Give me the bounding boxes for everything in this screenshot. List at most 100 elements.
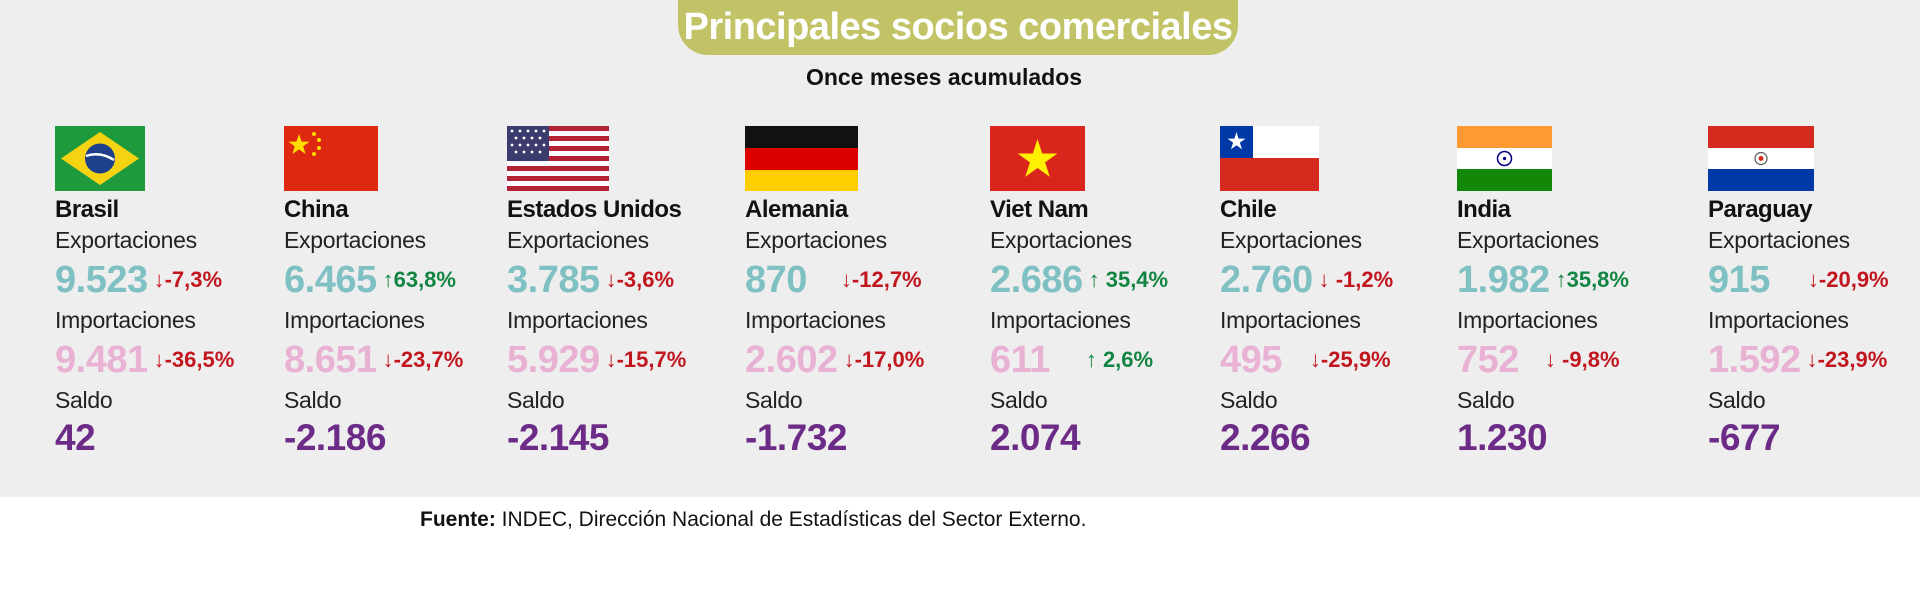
country-column-estados-unidos: Estados Unidos Exportaciones 3.785 ↓-3,6…	[507, 126, 727, 461]
source-label: Fuente:	[420, 508, 496, 531]
usa-flag-icon	[507, 126, 609, 191]
exports-value: 6.465	[284, 258, 377, 301]
source-note: Fuente: INDEC, Dirección Nacional de Est…	[420, 508, 1086, 532]
arrow-down-icon: ↓	[605, 267, 617, 292]
balance-value: 2.266	[1220, 417, 1311, 458]
country-column-paraguay: Paraguay Exportaciones 915 ↓-20,9% Impor…	[1708, 126, 1920, 461]
exports-label: Exportaciones	[745, 227, 887, 253]
arrow-up-icon: ↑	[1085, 347, 1097, 372]
exports-change: ↓-12,7%	[840, 267, 922, 292]
arrow-down-icon: ↓	[1318, 267, 1330, 292]
exports-label: Exportaciones	[507, 227, 649, 253]
balance-label: Saldo	[284, 387, 342, 413]
country-name: Brasil	[55, 196, 119, 223]
chile-flag-icon	[1220, 126, 1319, 191]
country-name: Chile	[1220, 196, 1277, 223]
germany-flag-icon	[745, 126, 858, 191]
country-column-india: India Exportaciones 1.982 ↑35,8% Importa…	[1457, 126, 1677, 461]
imports-change: ↓-36,5%	[153, 347, 235, 372]
country-name: Viet Nam	[990, 196, 1089, 223]
china-flag-icon	[284, 126, 378, 191]
arrow-down-icon: ↓	[843, 347, 855, 372]
imports-change: ↓ -9,8%	[1544, 347, 1620, 372]
chart-subtitle: Once meses acumulados	[805, 64, 1083, 90]
country-column-viet-nam: Viet Nam Exportaciones 2.686 ↑ 35,4% Imp…	[990, 126, 1210, 461]
imports-value: 9.481	[55, 338, 148, 381]
exports-label: Exportaciones	[284, 227, 426, 253]
imports-value: 1.592	[1708, 338, 1801, 381]
imports-label: Importaciones	[284, 307, 425, 333]
imports-change: ↑ 2,6%	[1085, 347, 1154, 372]
imports-label: Importaciones	[745, 307, 886, 333]
balance-value: -677	[1708, 417, 1781, 458]
exports-change: ↓ -1,2%	[1318, 267, 1394, 292]
brazil-flag-icon	[55, 126, 145, 191]
exports-change: ↑35,8%	[1555, 267, 1629, 292]
exports-value: 915	[1708, 258, 1770, 301]
country-name: Alemania	[745, 196, 848, 223]
exports-value: 870	[745, 258, 807, 301]
country-column-chile: Chile Exportaciones 2.760 ↓ -1,2% Import…	[1220, 126, 1440, 461]
imports-value: 611	[990, 338, 1050, 381]
imports-label: Importaciones	[1220, 307, 1361, 333]
arrow-down-icon: ↓	[1544, 347, 1556, 372]
imports-label: Importaciones	[55, 307, 196, 333]
arrow-down-icon: ↓	[1309, 347, 1321, 372]
arrow-up-icon: ↑	[1088, 267, 1100, 292]
arrow-up-icon: ↑	[382, 267, 394, 292]
exports-value: 1.982	[1457, 258, 1550, 301]
arrow-down-icon: ↓	[153, 347, 165, 372]
country-name: Paraguay	[1708, 196, 1813, 223]
paraguay-flag-icon	[1708, 126, 1814, 191]
balance-label: Saldo	[507, 387, 565, 413]
balance-value: -2.186	[284, 417, 386, 458]
exports-label: Exportaciones	[1220, 227, 1362, 253]
arrow-down-icon: ↓	[1807, 267, 1819, 292]
exports-label: Exportaciones	[1708, 227, 1850, 253]
exports-value: 3.785	[507, 258, 600, 301]
exports-value: 2.760	[1220, 258, 1313, 301]
exports-value: 9.523	[55, 258, 148, 301]
chart-title: Principales socios comerciales	[678, 0, 1238, 55]
arrow-up-icon: ↑	[1555, 267, 1567, 292]
imports-value: 752	[1457, 338, 1519, 381]
imports-label: Importaciones	[990, 307, 1131, 333]
country-name: Estados Unidos	[507, 196, 682, 223]
imports-label: Importaciones	[507, 307, 648, 333]
balance-value: -2.145	[507, 417, 609, 458]
exports-change: ↓-7,3%	[153, 267, 223, 292]
exports-label: Exportaciones	[55, 227, 197, 253]
arrow-down-icon: ↓	[1806, 347, 1818, 372]
country-name: India	[1457, 196, 1511, 223]
balance-value: 2.074	[990, 417, 1081, 458]
chart-panel: Principales socios comerciales Once mese…	[0, 0, 1920, 497]
imports-change: ↓-23,9%	[1806, 347, 1888, 372]
arrow-down-icon: ↓	[382, 347, 394, 372]
imports-value: 8.651	[284, 338, 377, 381]
country-column-brasil: Brasil Exportaciones 9.523 ↓-7,3% Import…	[55, 126, 275, 461]
balance-label: Saldo	[745, 387, 803, 413]
country-column-china: China Exportaciones 6.465 ↑63,8% Importa…	[284, 126, 504, 461]
exports-change: ↑ 35,4%	[1088, 267, 1169, 292]
balance-label: Saldo	[55, 387, 113, 413]
imports-value: 5.929	[507, 338, 600, 381]
imports-change: ↓-17,0%	[843, 347, 925, 372]
balance-label: Saldo	[1708, 387, 1766, 413]
imports-value: 495	[1220, 338, 1282, 381]
exports-change: ↓-20,9%	[1807, 267, 1889, 292]
balance-label: Saldo	[1457, 387, 1515, 413]
balance-label: Saldo	[990, 387, 1048, 413]
imports-label: Importaciones	[1457, 307, 1598, 333]
exports-label: Exportaciones	[1457, 227, 1599, 253]
imports-change: ↓-23,7%	[382, 347, 464, 372]
country-name: China	[284, 196, 349, 223]
balance-value: -1.732	[745, 417, 847, 458]
vietnam-flag-icon	[990, 126, 1085, 191]
exports-change: ↑63,8%	[382, 267, 456, 292]
balance-value: 42	[55, 417, 96, 458]
imports-label: Importaciones	[1708, 307, 1849, 333]
source-text: INDEC, Dirección Nacional de Estadística…	[501, 508, 1087, 531]
imports-value: 2.602	[745, 338, 838, 381]
country-column-alemania: Alemania Exportaciones 870 ↓-12,7% Impor…	[745, 126, 965, 461]
india-flag-icon	[1457, 126, 1552, 191]
